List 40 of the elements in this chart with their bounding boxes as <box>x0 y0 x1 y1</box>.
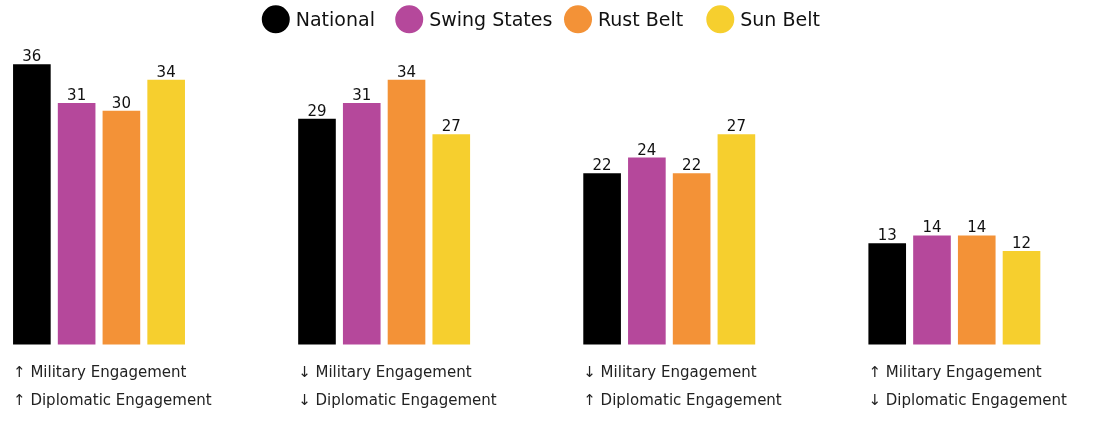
bar <box>298 118 336 345</box>
bar <box>13 64 51 345</box>
bar <box>57 103 96 345</box>
data-label: 27 <box>441 117 461 136</box>
data-label: 12 <box>1011 234 1032 252</box>
data-label: 29 <box>307 101 327 120</box>
data-label: 24 <box>637 140 657 159</box>
data-label: 22 <box>592 156 612 175</box>
bar <box>913 235 951 345</box>
x-tick-label: ↓ Military Engagement ↑ Diplomatic Engagement <box>583 363 782 410</box>
bar <box>672 173 711 345</box>
data-label: 14 <box>967 218 987 237</box>
bar <box>717 134 756 345</box>
bar <box>387 79 426 345</box>
x-tick-label: ↓ Military Engagement ↓ Diplomatic Engagement <box>298 363 497 410</box>
bar <box>1002 251 1041 345</box>
data-label: 27 <box>726 117 746 136</box>
bar <box>342 103 381 345</box>
data-label: 30 <box>111 93 131 112</box>
data-label: 36 <box>22 47 42 66</box>
legend-label: National <box>295 8 375 31</box>
x-tick-label: ↑ Military Engagement ↑ Diplomatic Engagement <box>13 363 212 410</box>
data-label: 34 <box>156 62 176 81</box>
data-label: 22 <box>682 156 702 175</box>
legend-label: Rust Belt <box>597 8 684 31</box>
bar <box>147 79 185 345</box>
bar <box>583 173 621 345</box>
bar <box>102 110 141 345</box>
bar <box>628 157 666 345</box>
data-label: 14 <box>922 218 942 237</box>
data-label: 13 <box>877 226 897 245</box>
bar <box>432 134 471 345</box>
bar <box>957 235 996 345</box>
bar <box>868 243 907 345</box>
legend-label: Swing States <box>429 8 553 31</box>
data-label: 34 <box>396 62 417 81</box>
legend-label: Sun Belt <box>740 8 820 31</box>
x-tick-label: ↑ Military Engagement ↓ Diplomatic Engagement <box>868 363 1067 410</box>
data-label: 31 <box>352 86 372 105</box>
data-label: 31 <box>67 86 87 105</box>
